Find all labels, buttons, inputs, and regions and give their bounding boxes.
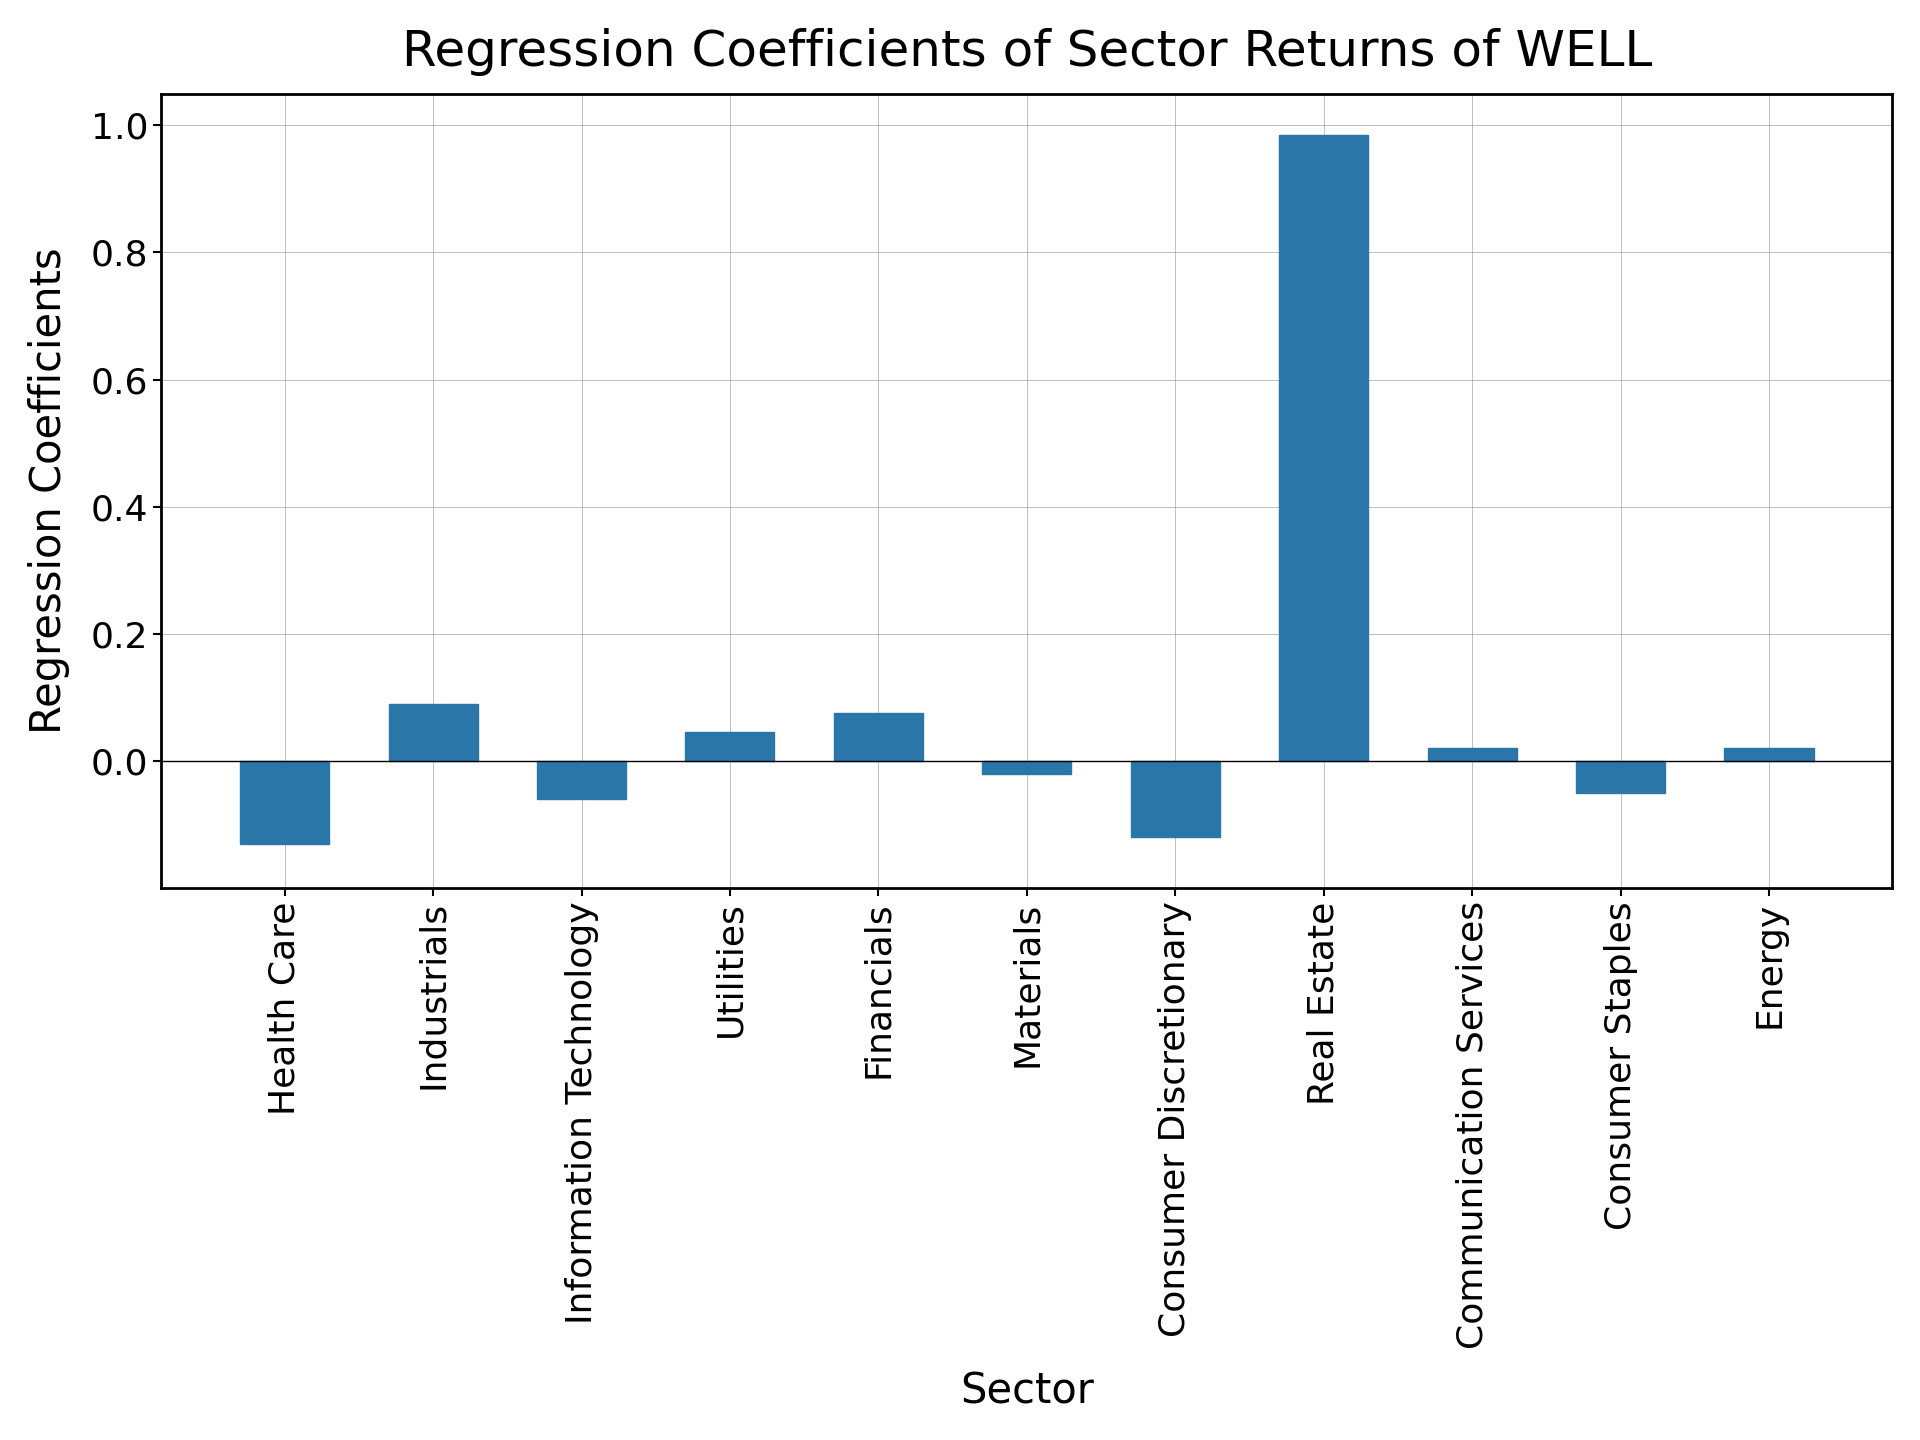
- Bar: [1428, 749, 1517, 760]
- X-axis label: Sector: Sector: [960, 1371, 1094, 1413]
- Title: Regression Coefficients of Sector Returns of WELL: Regression Coefficients of Sector Return…: [401, 27, 1651, 76]
- Bar: [983, 760, 1071, 773]
- Bar: [388, 704, 478, 760]
- Bar: [1724, 749, 1814, 760]
- Bar: [538, 760, 626, 799]
- Bar: [833, 713, 924, 760]
- Y-axis label: Regression Coefficients: Regression Coefficients: [27, 248, 69, 734]
- Bar: [1279, 135, 1369, 760]
- Bar: [685, 733, 774, 760]
- Bar: [240, 760, 328, 844]
- Bar: [1576, 760, 1665, 793]
- Bar: [1131, 760, 1219, 837]
